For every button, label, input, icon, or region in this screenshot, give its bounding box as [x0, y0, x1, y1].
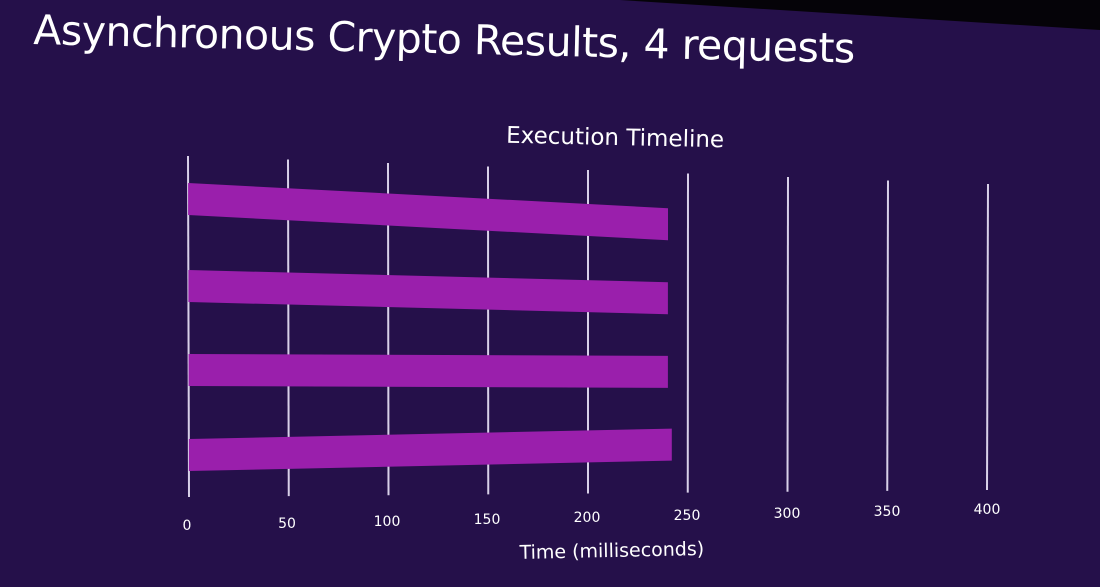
bar-request-3 [188, 354, 668, 388]
x-tick-label-100: 100 [374, 514, 401, 530]
x-axis-label: Time (milliseconds) [518, 538, 704, 564]
x-tick-label-400: 400 [974, 502, 1001, 518]
gridline-350 [886, 180, 889, 491]
x-tick-label-0: 0 [183, 518, 192, 534]
bars [188, 183, 672, 471]
x-tick-label-50: 50 [278, 516, 296, 532]
x-tick-labels: 0 50 100 150 200 250 300 350 400 [183, 502, 1001, 534]
x-tick-label-200: 200 [574, 510, 601, 526]
gridline-400 [986, 183, 989, 491]
x-tick-label-300: 300 [774, 506, 801, 522]
x-tick-label-250: 250 [674, 508, 701, 524]
bar-request-2 [188, 270, 668, 315]
bar-request-1 [188, 183, 668, 241]
chart-title: Execution Timeline [506, 123, 724, 154]
bar-request-4 [188, 428, 672, 471]
x-tick-label-150: 150 [474, 512, 501, 528]
top-edge-shadow [620, 0, 1100, 30]
gridline-300 [786, 176, 789, 492]
x-tick-label-350: 350 [874, 504, 901, 520]
